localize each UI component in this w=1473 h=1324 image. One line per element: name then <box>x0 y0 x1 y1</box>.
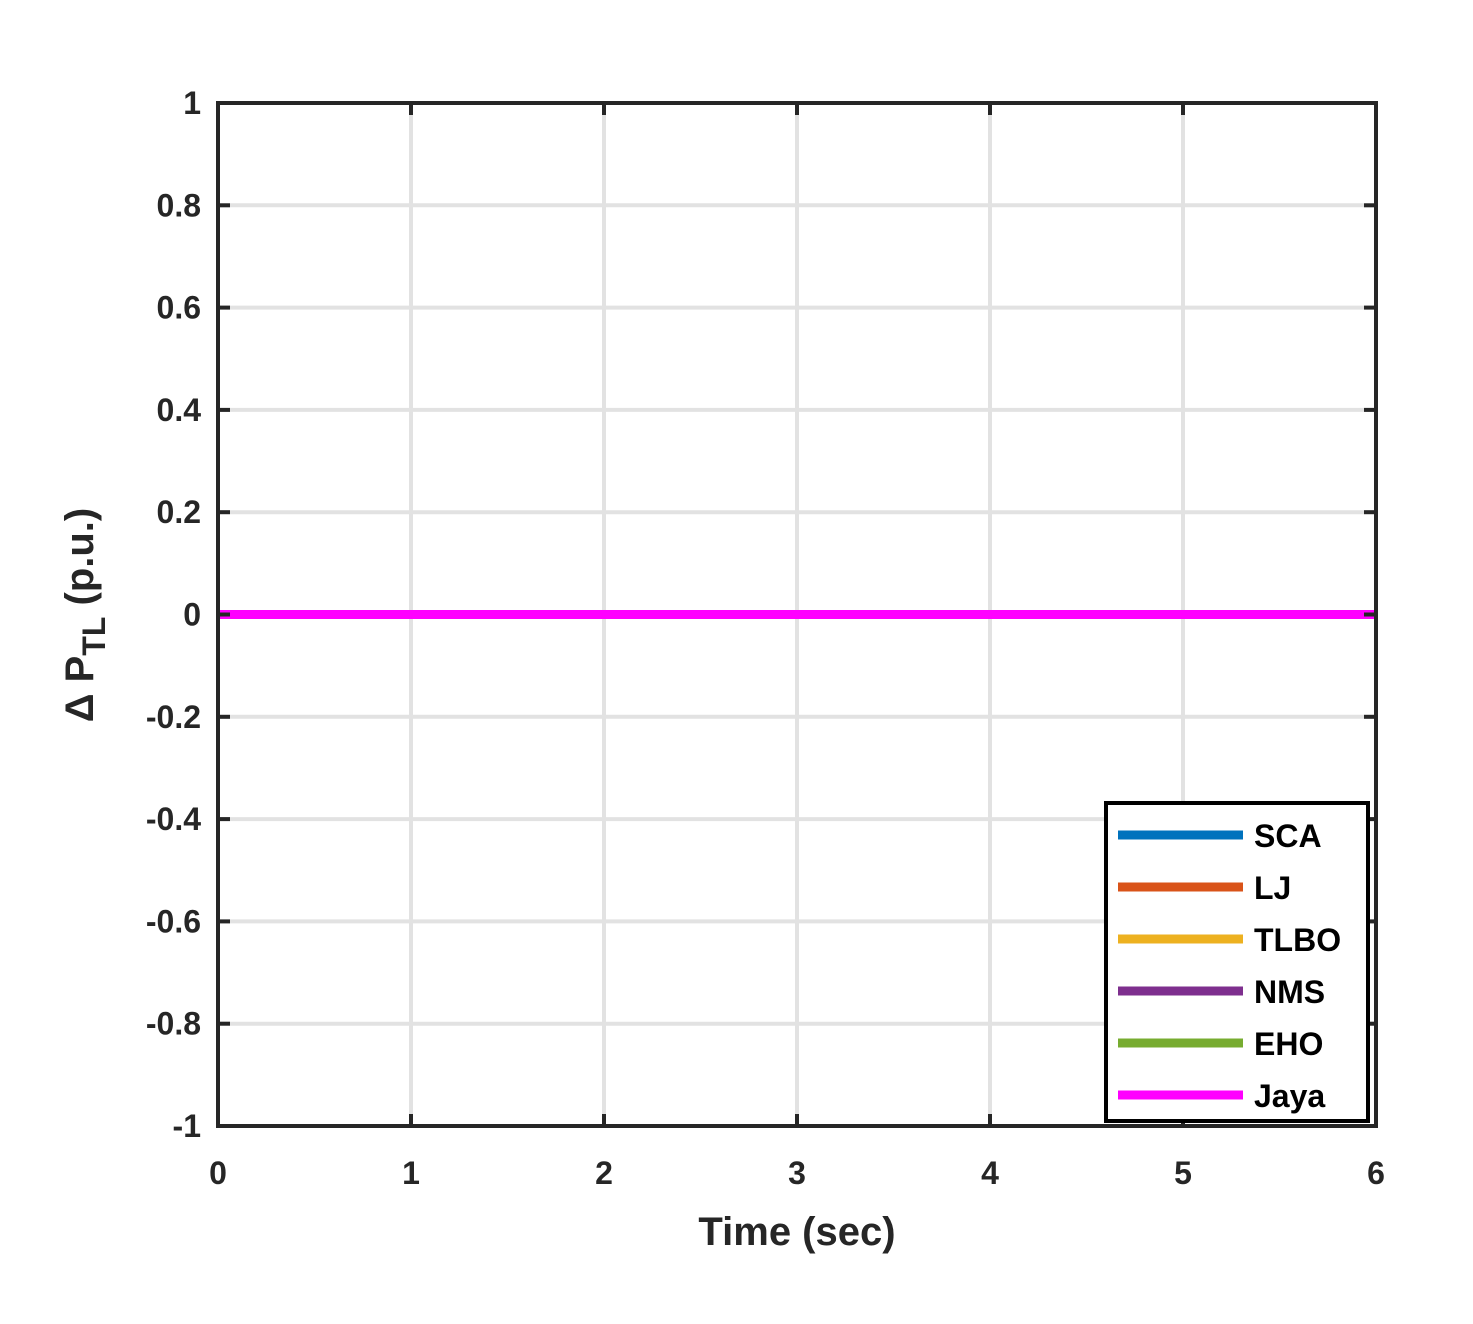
y-tick-label: -1 <box>173 1108 201 1144</box>
y-tick-label: 0.6 <box>157 290 201 326</box>
x-tick-label: 2 <box>595 1155 613 1191</box>
legend: SCA LJ TLBO NMS EHO Jaya <box>1104 801 1370 1123</box>
legend-label-eho: EHO <box>1254 1026 1323 1062</box>
legend-box <box>1104 801 1370 1123</box>
legend-label-nms: NMS <box>1254 974 1325 1010</box>
x-tick-label: 6 <box>1367 1155 1385 1191</box>
legend-label-jaya: Jaya <box>1254 1078 1325 1114</box>
x-tick-label: 3 <box>788 1155 806 1191</box>
legend-label-tlbo: TLBO <box>1254 922 1341 958</box>
y-tick-label: -0.2 <box>146 699 201 735</box>
y-axis-label-subscript: TL <box>76 617 112 656</box>
y-tick-label: -0.8 <box>146 1006 201 1042</box>
y-tick-label: 0.8 <box>157 187 201 223</box>
y-tick-label: 0.4 <box>157 392 202 428</box>
y-tick-labels: -1 -0.8 -0.6 -0.4 -0.2 0 0.2 0.4 0.6 0.8 1 <box>146 85 201 1144</box>
legend-label-sca: SCA <box>1254 818 1322 854</box>
legend-label-lj: LJ <box>1254 870 1291 906</box>
x-tick-label: 1 <box>402 1155 420 1191</box>
y-tick-label: -0.4 <box>146 801 201 837</box>
y-tick-label: 0 <box>183 597 201 633</box>
y-tick-label: 0.2 <box>157 494 201 530</box>
x-tick-label: 0 <box>209 1155 227 1191</box>
x-tick-label: 4 <box>981 1155 999 1191</box>
x-tick-labels: 0 1 2 3 4 5 6 <box>209 1155 1385 1191</box>
x-axis-label: Time (sec) <box>698 1210 895 1254</box>
y-axis-label-prefix: Δ P <box>58 656 102 723</box>
x-tick-label: 5 <box>1174 1155 1192 1191</box>
y-tick-label: -0.6 <box>146 903 201 939</box>
y-tick-label: 1 <box>183 85 201 121</box>
y-axis-label: Δ PTL (p.u.) <box>58 508 112 723</box>
y-axis-label-suffix: (p.u.) <box>58 508 102 617</box>
